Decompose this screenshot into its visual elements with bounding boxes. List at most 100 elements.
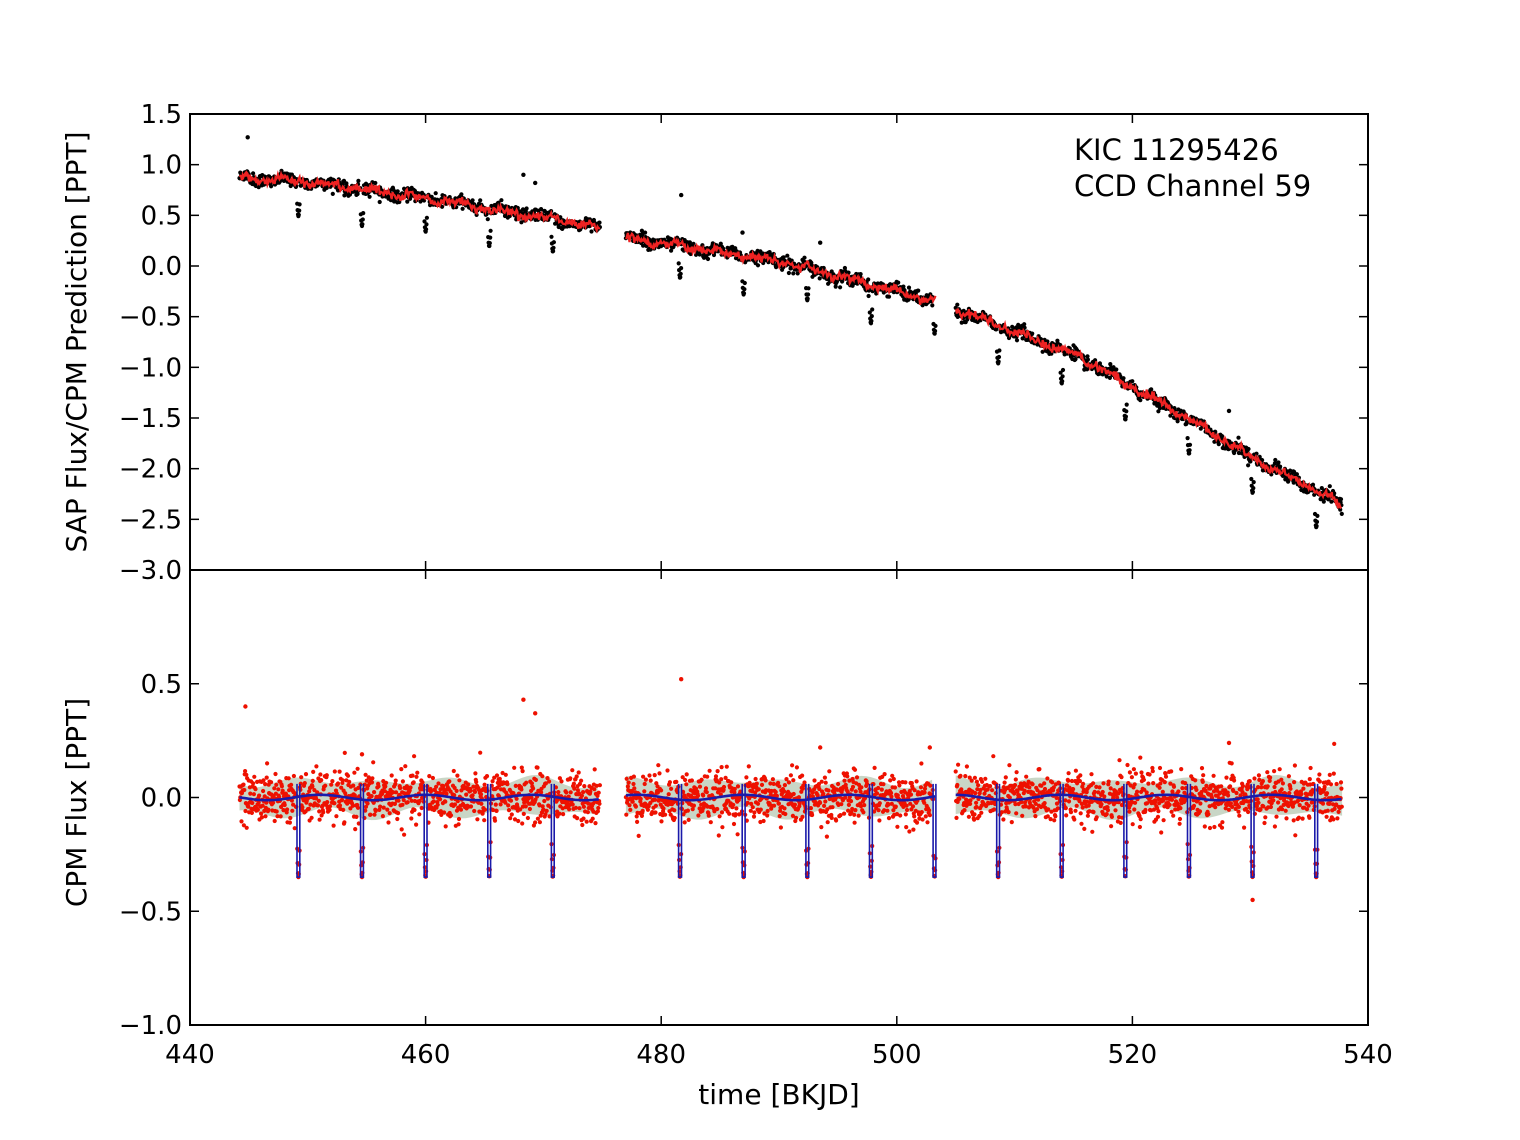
bottom-data-point bbox=[582, 784, 587, 789]
bottom-data-point bbox=[353, 827, 358, 832]
bottom-data-point bbox=[918, 785, 924, 790]
bottom-data-point bbox=[974, 800, 979, 805]
bottom-data-point bbox=[992, 807, 997, 812]
bottom-data-point bbox=[827, 769, 832, 774]
bottom-data-point bbox=[1007, 763, 1012, 768]
bottom-data-point bbox=[1138, 817, 1143, 822]
top-data-point bbox=[1108, 362, 1113, 367]
bottom-data-point bbox=[1155, 814, 1161, 819]
bottom-data-point bbox=[1101, 781, 1106, 786]
top-data-point bbox=[1321, 499, 1326, 504]
bottom-data-point bbox=[907, 829, 912, 834]
bottom-data-point bbox=[1031, 805, 1036, 810]
bottom-data-point bbox=[667, 780, 673, 785]
bottom-data-point bbox=[955, 782, 960, 788]
bottom-data-point bbox=[340, 778, 345, 783]
top-data-point bbox=[1187, 442, 1193, 447]
bottom-data-point bbox=[419, 805, 424, 811]
top-y-tick-label: −2.0 bbox=[119, 455, 182, 485]
bottom-data-point bbox=[912, 814, 917, 819]
bottom-data-point bbox=[770, 777, 776, 782]
bottom-data-point bbox=[399, 767, 404, 772]
bottom-data-point bbox=[564, 790, 569, 795]
bottom-data-point bbox=[393, 778, 398, 783]
bottom-data-point bbox=[427, 774, 432, 779]
bottom-data-point bbox=[514, 796, 519, 801]
bottom-data-point bbox=[750, 805, 755, 810]
bottom-data-point bbox=[456, 816, 462, 822]
top-data-point bbox=[1030, 331, 1035, 336]
bottom-data-point bbox=[1073, 808, 1078, 813]
bottom-data-point bbox=[1027, 785, 1032, 790]
top-data-point bbox=[741, 291, 747, 296]
bottom-data-point bbox=[969, 778, 974, 783]
bottom-data-point bbox=[1077, 779, 1082, 784]
bottom-data-point bbox=[533, 820, 538, 825]
bottom-data-point bbox=[1014, 770, 1019, 775]
bottom-data-point bbox=[1141, 777, 1146, 783]
bottom-data-point bbox=[640, 808, 645, 814]
bottom-data-point bbox=[470, 793, 475, 798]
bottom-data-point bbox=[898, 813, 903, 818]
bottom-data-point bbox=[1133, 771, 1138, 776]
bottom-data-point bbox=[1090, 829, 1095, 834]
bottom-data-point bbox=[914, 820, 920, 825]
bottom-data-point bbox=[782, 789, 787, 794]
bottom-data-point bbox=[365, 801, 370, 806]
top-y-tick-label: −1.0 bbox=[119, 353, 182, 383]
top-data-point bbox=[791, 271, 796, 276]
bottom-data-point bbox=[482, 807, 488, 812]
top-panel: 1.51.00.50.0−0.5−1.0−1.5−2.0−2.5−3.0 SAP… bbox=[60, 100, 1369, 586]
bottom-data-point bbox=[862, 803, 867, 808]
top-data-point bbox=[676, 261, 681, 266]
bottom-data-point bbox=[1097, 785, 1102, 790]
bottom-data-point bbox=[689, 778, 695, 783]
bottom-data-point bbox=[850, 784, 856, 790]
bottom-data-point bbox=[928, 783, 933, 788]
bottom-data-point bbox=[372, 790, 377, 795]
bottom-data-point bbox=[251, 792, 256, 797]
top-data-point bbox=[678, 271, 683, 276]
bottom-data-point bbox=[872, 765, 877, 771]
bottom-data-point bbox=[468, 788, 473, 793]
bottom-data-point bbox=[703, 786, 709, 791]
bottom-data-point bbox=[638, 796, 643, 802]
top-data-point bbox=[1060, 374, 1065, 379]
bottom-data-point bbox=[544, 808, 549, 814]
bottom-data-point bbox=[475, 817, 480, 822]
bottom-data-point bbox=[1089, 799, 1094, 804]
top-outlier-point bbox=[818, 240, 823, 245]
bottom-data-point bbox=[759, 782, 765, 788]
bottom-data-point bbox=[520, 769, 525, 774]
top-data-point bbox=[1254, 451, 1259, 456]
bottom-data-point bbox=[482, 782, 487, 787]
bottom-data-point bbox=[624, 812, 629, 817]
bottom-data-point bbox=[1105, 808, 1110, 813]
bottom-data-point bbox=[345, 773, 351, 778]
top-data-point bbox=[485, 217, 490, 222]
top-data-point bbox=[1124, 409, 1129, 414]
bottom-data-point bbox=[791, 778, 796, 783]
bottom-data-point bbox=[846, 802, 852, 808]
bottom-data-point bbox=[999, 810, 1004, 815]
top-data-point bbox=[1236, 435, 1241, 440]
bottom-data-point bbox=[1082, 826, 1087, 832]
bottom-data-point bbox=[1066, 799, 1072, 804]
bottom-data-point bbox=[1094, 815, 1099, 820]
bottom-data-point bbox=[420, 780, 425, 785]
bottom-data-point bbox=[531, 786, 536, 791]
bottom-data-point bbox=[1080, 805, 1085, 810]
bottom-data-point bbox=[1117, 758, 1122, 763]
bottom-data-point bbox=[347, 779, 352, 785]
bottom-data-point bbox=[665, 768, 670, 773]
top-data-point bbox=[870, 307, 875, 312]
bottom-data-point bbox=[830, 805, 835, 810]
bottom-data-point bbox=[561, 812, 566, 817]
bottom-data-point bbox=[264, 775, 269, 780]
bottom-data-point bbox=[436, 781, 441, 786]
bottom-data-point bbox=[352, 770, 357, 775]
top-data-point bbox=[795, 271, 800, 276]
bottom-data-point bbox=[579, 778, 584, 783]
bottom-data-point bbox=[954, 815, 959, 821]
bottom-data-point bbox=[893, 804, 898, 809]
